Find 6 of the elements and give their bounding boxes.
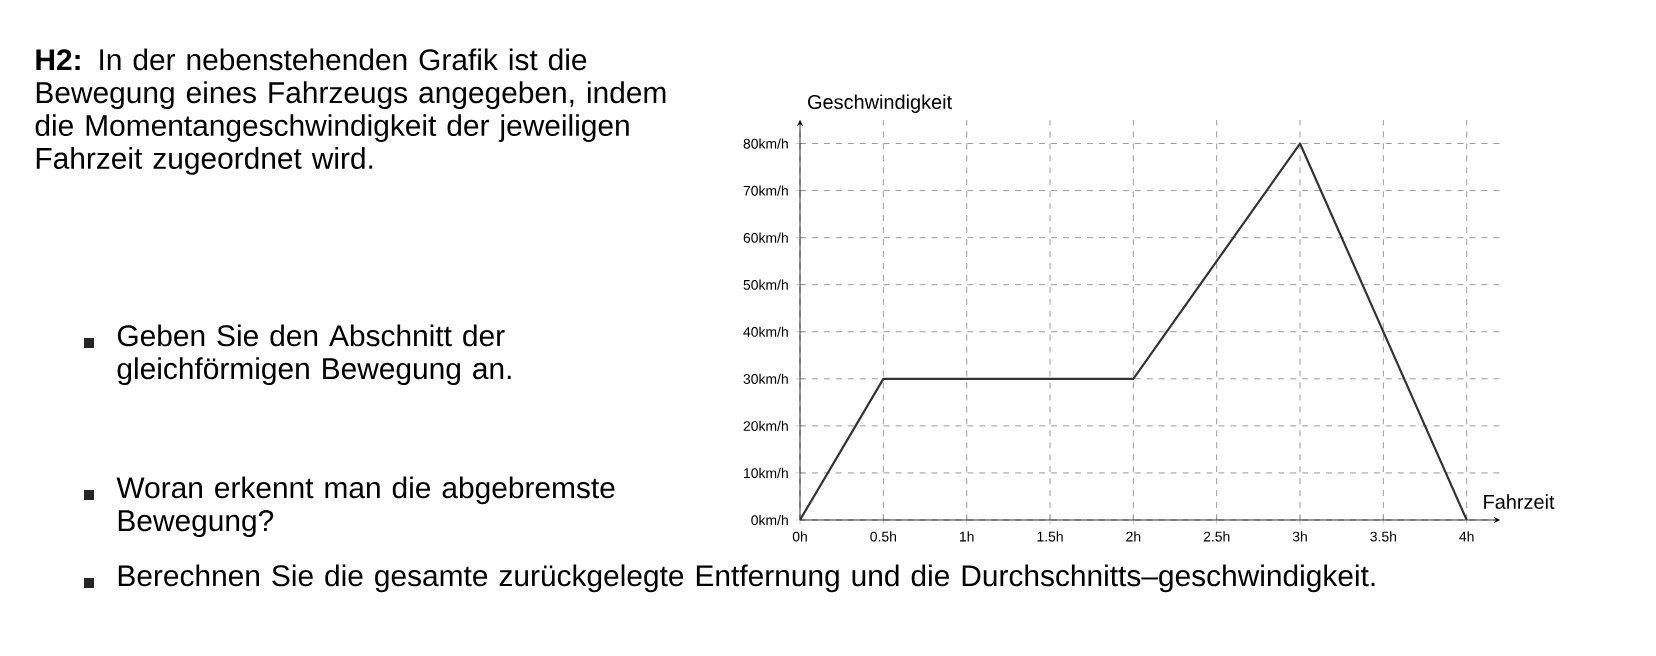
text: Woran erkennt man die abgebremste Bewegung? [116, 476, 615, 538]
text: H2: In der nebenstehenden Grafik ist die Bewegung eines Fahrzeugs angegeben, indem die Momentangeschwindigkeit der jeweiligen Fahrzeit zugeordnet wird. [35, 48, 666, 175]
text: Geben Sie den Abschnitt der gleichförmigen Bewegung an. [117, 324, 511, 386]
text: Berechnen Sie die gesamte zurückgelegte Entfernung und die Durchschnitts–geschwindigkeit. [118, 564, 1375, 593]
y-axis-title: Geschwindigkeit [808, 94, 952, 113]
x-axis-title: Fahrzeit [1484, 494, 1555, 509]
